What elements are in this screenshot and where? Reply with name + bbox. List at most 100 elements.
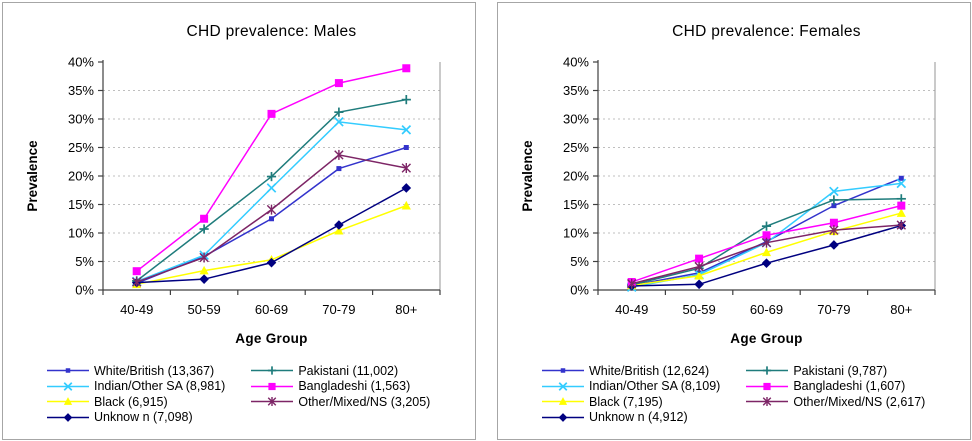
x-marker [334, 117, 344, 127]
legend-item: Bangladeshi (1,607) [746, 379, 925, 395]
chart-title-females: CHD prevalence: Females [672, 23, 861, 40]
y-tick-label: 30% [563, 112, 589, 127]
x-tick-label: 50-59 [187, 302, 220, 317]
plus-marker [199, 224, 209, 234]
y-tick-label: 35% [563, 83, 589, 98]
x-marker [558, 381, 568, 391]
plus-marker [401, 95, 411, 105]
triangle-marker [558, 397, 568, 406]
legend-item: Other/Mixed/NS (2,617) [746, 394, 925, 410]
triangle-marker [334, 225, 344, 235]
series-Bangladeshi (1,563) [132, 64, 411, 276]
square-marker [829, 218, 838, 227]
y-tick-label: 25% [68, 140, 94, 155]
square-marker [762, 231, 771, 240]
series-line [136, 67, 407, 272]
asterisk-marker [763, 397, 772, 407]
asterisk-marker [694, 261, 704, 272]
y-tick-label: 15% [563, 197, 589, 212]
y-tick-label: 25% [563, 140, 589, 155]
y-tick-label: 5% [570, 254, 589, 269]
y-axis-title: Prevalence [520, 140, 535, 212]
asterisk-marker [266, 204, 277, 215]
diamond-marker [829, 240, 839, 250]
legend-item: White/British (12,624) [542, 363, 720, 379]
legend-label: Pakistani (9,787) [793, 363, 888, 378]
chart-canvas-males: 0% 5% 10% 15% 20% 25% 30% 35% 40% 40-49 50-59 60-69… [68, 55, 441, 317]
square-marker [763, 382, 771, 390]
legend-label: Unknow n (7,098) [94, 410, 193, 425]
diamond-marker [63, 412, 73, 422]
legend-label: Indian/Other SA (8,981) [94, 379, 226, 394]
legend-swatch [47, 397, 89, 406]
series-Indian/Other SA (8,981) [131, 117, 412, 287]
legend-swatch [542, 381, 584, 391]
plus-marker [268, 366, 277, 375]
x-tick-label: 80+ [890, 302, 912, 317]
legend-item: Unknow n (7,098) [47, 410, 225, 426]
square-small-marker [336, 166, 342, 172]
legend-item: Other/Mixed/NS (3,205) [251, 394, 430, 410]
legend-item: Indian/Other SA (8,109) [542, 379, 720, 395]
chart-canvas-females: 0% 5% 10% 15% 20% 25% 30% 35% 40% 40-49 50-59 60-69… [563, 55, 936, 317]
x-tick-label: 70-79 [322, 302, 355, 317]
legend-item: Black (7,195) [542, 394, 720, 410]
legend-swatch [47, 381, 89, 391]
legend-item: Pakistani (11,002) [251, 363, 430, 379]
legend-label: Unknow n (4,912) [589, 410, 688, 425]
y-tick-label: 20% [68, 169, 94, 184]
triangle-marker [761, 247, 772, 257]
series-Other/Mixed/NS (2,617) [627, 220, 906, 289]
asterisk-marker [761, 237, 772, 248]
legend-swatch [542, 397, 584, 406]
legend-item: Bangladeshi (1,563) [251, 379, 430, 395]
x-tick-label: 50-59 [682, 302, 715, 317]
x-tick-label: 80+ [395, 302, 417, 317]
y-tick-label: 30% [68, 112, 94, 127]
series-Black (7,195) [627, 208, 906, 290]
plus-marker [763, 366, 772, 375]
square-marker [695, 254, 704, 263]
triangle-marker [401, 200, 411, 210]
legend-swatch [542, 412, 584, 422]
x-marker [401, 125, 412, 135]
square-marker [200, 214, 209, 223]
legend-label: White/British (13,367) [94, 363, 215, 378]
square-marker [268, 382, 276, 390]
legend-swatch [746, 382, 789, 390]
y-tick-label: 5% [75, 254, 94, 269]
y-tick-label: 10% [563, 226, 589, 241]
asterisk-marker [334, 149, 344, 160]
legend-item: White/British (13,367) [47, 363, 225, 379]
asterisk-marker [401, 163, 411, 174]
y-tick-label: 0% [75, 283, 94, 298]
legend-label: Black (6,915) [94, 394, 168, 409]
legend-swatch [542, 368, 584, 373]
square-small-marker [898, 175, 904, 181]
square-marker [267, 109, 276, 118]
asterisk-marker [829, 225, 839, 236]
x-tick-label: 40-49 [120, 302, 153, 317]
legend-swatch [746, 397, 789, 407]
legend-label: Bangladeshi (1,607) [793, 379, 906, 394]
legend-item: Pakistani (9,787) [746, 363, 925, 379]
asterisk-marker [199, 252, 209, 263]
legend-item: Unknow n (4,912) [542, 410, 720, 426]
chart-legend-females: White/British (12,624) Indian/Other SA (8… [542, 363, 925, 425]
diamond-marker [558, 412, 568, 422]
triangle-marker [63, 397, 73, 406]
chart-title-males: CHD prevalence: Males [186, 23, 357, 40]
legend-swatch [251, 366, 294, 375]
y-tick-label: 10% [68, 226, 94, 241]
diamond-marker [199, 274, 209, 284]
legend-swatch [47, 368, 89, 373]
legend-label: Other/Mixed/NS (2,617) [793, 394, 926, 409]
chart-legend-males: White/British (13,367) Indian/Other SA (8… [47, 363, 430, 425]
x-axis-title: Age Group [730, 331, 803, 346]
y-axis-title: Prevalence [25, 140, 40, 212]
x-marker [63, 381, 73, 391]
x-tick-label: 60-69 [255, 302, 288, 317]
legend-label: Black (7,195) [589, 394, 663, 409]
asterisk-marker [132, 277, 142, 288]
square-small-marker [560, 368, 566, 373]
